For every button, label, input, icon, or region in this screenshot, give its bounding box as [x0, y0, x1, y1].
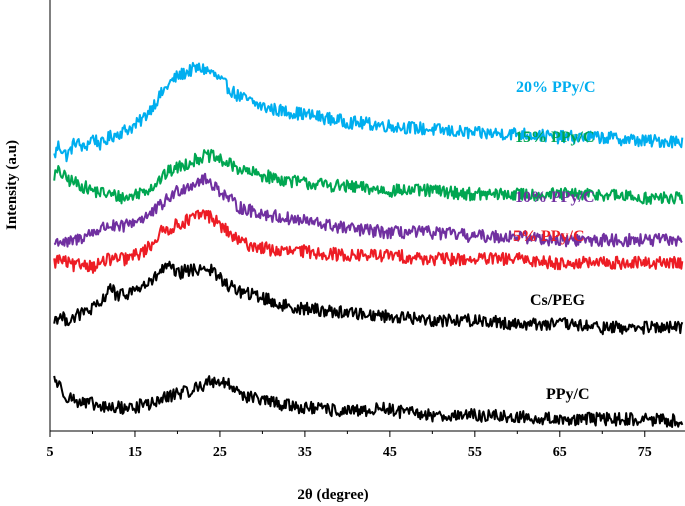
series-line-5-ppy-c — [53, 209, 684, 274]
series-label-5-ppyc: 5% PPy/C — [513, 228, 585, 245]
series-group — [53, 61, 684, 428]
series-label-10-ppyc: 10% PPy/C — [515, 189, 595, 206]
x-tick-label: 75 — [638, 445, 652, 460]
series-line-20-ppy-c — [53, 61, 684, 163]
x-tick-label: 45 — [383, 445, 397, 460]
x-tick-label: 25 — [213, 445, 227, 460]
x-axis-label: 2θ (degree) — [297, 487, 368, 503]
series-label-cs-peg: Cs/PEG — [530, 292, 586, 309]
x-tick-label: 5 — [47, 445, 54, 460]
x-tick-label: 55 — [468, 445, 482, 460]
y-axis-label: Intensity (a.u) — [4, 140, 20, 230]
series-line-ppy-c — [53, 375, 684, 428]
x-tick-label: 15 — [128, 445, 142, 460]
x-tick-label: 65 — [553, 445, 567, 460]
series-label-ppyc: PPy/C — [546, 386, 590, 403]
x-ticks: 5 15 25 35 45 55 65 75 — [47, 431, 652, 460]
series-line-cs-peg — [53, 260, 684, 336]
series-label-15-ppyc: 15% PPy/C — [515, 129, 595, 146]
series-label-20-ppyc: 20% PPy/C — [516, 79, 596, 96]
x-tick-label: 35 — [298, 445, 312, 460]
series-line-15-ppy-c — [53, 148, 684, 206]
series-line-10-ppy-c — [53, 172, 683, 248]
